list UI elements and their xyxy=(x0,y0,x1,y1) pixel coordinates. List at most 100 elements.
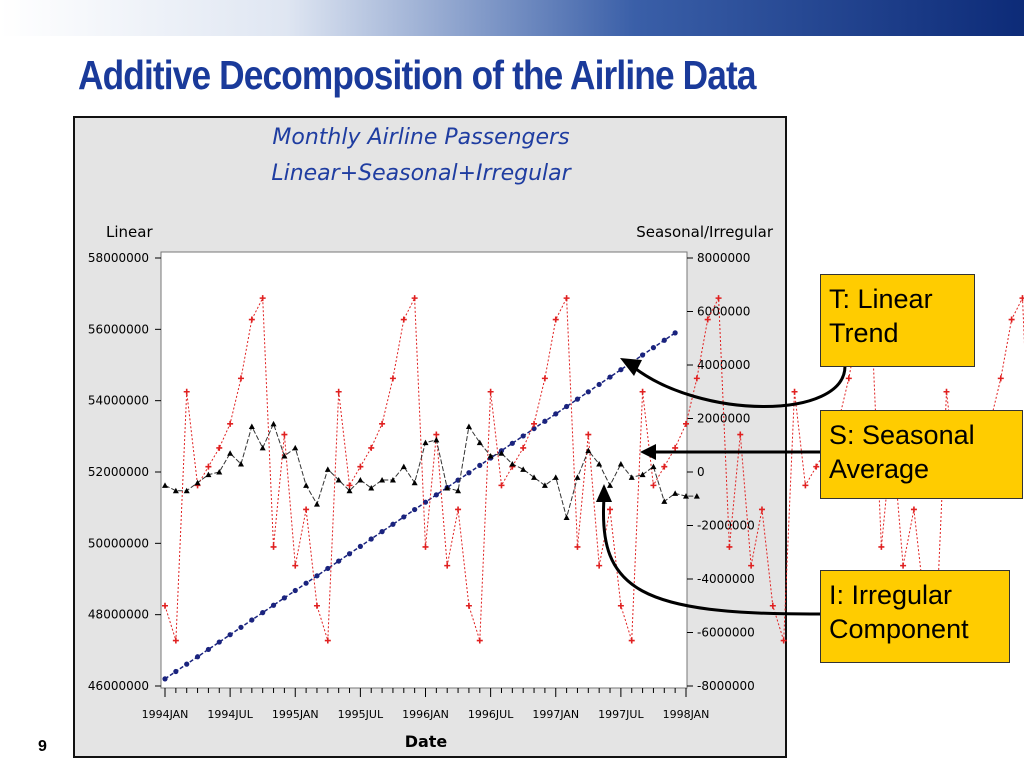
linear-trend-point xyxy=(249,617,255,623)
seasonal-point xyxy=(639,388,646,395)
linear-trend-point xyxy=(564,403,570,410)
x-tick-label: 1994JUL xyxy=(207,708,253,721)
irregular-point xyxy=(313,501,320,507)
seasonal-point xyxy=(183,388,190,395)
seasonal-point xyxy=(368,444,375,451)
seasonal-point xyxy=(780,637,787,644)
x-tick-label: 1997JUL xyxy=(598,708,644,721)
seasonal-point xyxy=(411,295,418,302)
x-axis-label: Date xyxy=(405,732,448,751)
irregular-point xyxy=(498,450,505,456)
x-tick-label: 1996JUL xyxy=(468,708,514,721)
seasonal-point xyxy=(476,637,483,644)
seasonal-point xyxy=(346,482,353,489)
linear-trend-point xyxy=(650,345,657,351)
seasonal-point xyxy=(748,562,755,569)
seasonal-point xyxy=(672,444,679,451)
seasonal-callout: S: Seasonal Average xyxy=(820,410,1023,499)
irregular-point xyxy=(661,498,668,504)
seasonal-point xyxy=(237,375,244,382)
linear-trend-point xyxy=(422,499,429,505)
seasonal-point xyxy=(205,463,212,470)
linear-trend-point xyxy=(661,337,667,343)
seasonal-point xyxy=(715,295,722,302)
irregular-line xyxy=(164,422,697,520)
irregular-point xyxy=(205,471,212,478)
seasonal-point xyxy=(531,420,538,427)
plot-area xyxy=(160,251,688,689)
seasonal-point xyxy=(574,543,581,550)
linear-trend-point xyxy=(292,587,298,594)
chart-subtitle: Linear+Seasonal+Irregular xyxy=(271,161,572,186)
right-tick-label: 6000000 xyxy=(697,305,750,319)
irregular-point xyxy=(672,490,679,496)
seasonal-point xyxy=(422,543,429,550)
linear-trend-point xyxy=(596,381,602,388)
linear-trend-point xyxy=(281,595,287,601)
irregular-point xyxy=(400,463,407,470)
linear-trend-point xyxy=(520,433,526,439)
irregular-point xyxy=(162,482,168,488)
irregular-point xyxy=(357,477,364,483)
seasonal-point xyxy=(324,637,331,644)
seasonal-point xyxy=(726,543,733,550)
seasonal-point xyxy=(737,431,744,438)
irregular-point xyxy=(422,439,429,446)
irregular-point xyxy=(693,493,700,499)
chart-title: Monthly Airline Passengers xyxy=(272,125,569,150)
irregular-point xyxy=(628,474,635,480)
irregular-point xyxy=(194,479,201,486)
seasonal-line xyxy=(164,296,1024,641)
seasonal-point xyxy=(270,543,277,550)
left-tick-label: 54000000 xyxy=(88,394,149,408)
seasonal-point xyxy=(1008,316,1015,323)
x-tick-label: 1995JUL xyxy=(338,708,384,721)
linear-trend-point xyxy=(401,514,407,520)
seasonal-point xyxy=(292,562,299,569)
seasonal-point xyxy=(162,602,168,609)
page-number: 9 xyxy=(38,738,47,755)
seasonal-point xyxy=(400,316,407,323)
right-tick-label: -6000000 xyxy=(697,626,755,640)
irregular-point xyxy=(585,447,592,454)
seasonal-point xyxy=(628,637,635,644)
seasonal-point xyxy=(900,562,907,569)
linear-trend-point xyxy=(574,396,581,402)
seasonal-point xyxy=(585,431,592,438)
right-tick-label: -4000000 xyxy=(697,572,755,586)
trend-arrow-head xyxy=(620,358,642,376)
seasonal-point xyxy=(758,506,765,513)
linear-trend-point xyxy=(336,558,342,564)
irregular-point xyxy=(379,477,386,483)
seasonal-point xyxy=(248,316,255,323)
seasonal-point xyxy=(520,444,527,451)
linear-trend-point xyxy=(542,418,548,424)
left-tick-label: 46000000 xyxy=(88,679,149,693)
irregular-point xyxy=(270,420,277,427)
irregular-point xyxy=(455,487,462,494)
irregular-point xyxy=(411,479,418,486)
linear-trend-point xyxy=(412,506,418,513)
linear-trend-point xyxy=(585,389,591,395)
seasonal-point xyxy=(216,444,223,451)
irregular-arrow-head xyxy=(596,484,612,502)
seasonal-point xyxy=(227,420,234,427)
seasonal-point xyxy=(172,637,179,644)
right-tick-label: -2000000 xyxy=(697,519,755,533)
seasonal-point xyxy=(683,420,689,427)
seasonal-point xyxy=(389,375,396,382)
linear-trend-point xyxy=(379,529,385,535)
x-tick-label: 1998JAN xyxy=(663,708,710,721)
irregular-point xyxy=(216,469,223,475)
irregular-point xyxy=(476,439,483,446)
irregular-arrow xyxy=(601,497,821,616)
linear-trend-point xyxy=(433,492,439,498)
seasonal-point xyxy=(433,431,440,438)
linear-trend-point xyxy=(390,521,396,527)
linear-trend-point xyxy=(357,543,363,549)
linear-trend-point xyxy=(227,632,233,638)
irregular-point xyxy=(563,514,570,520)
irregular-point xyxy=(433,436,440,443)
right-tick-label: 8000000 xyxy=(697,251,750,265)
